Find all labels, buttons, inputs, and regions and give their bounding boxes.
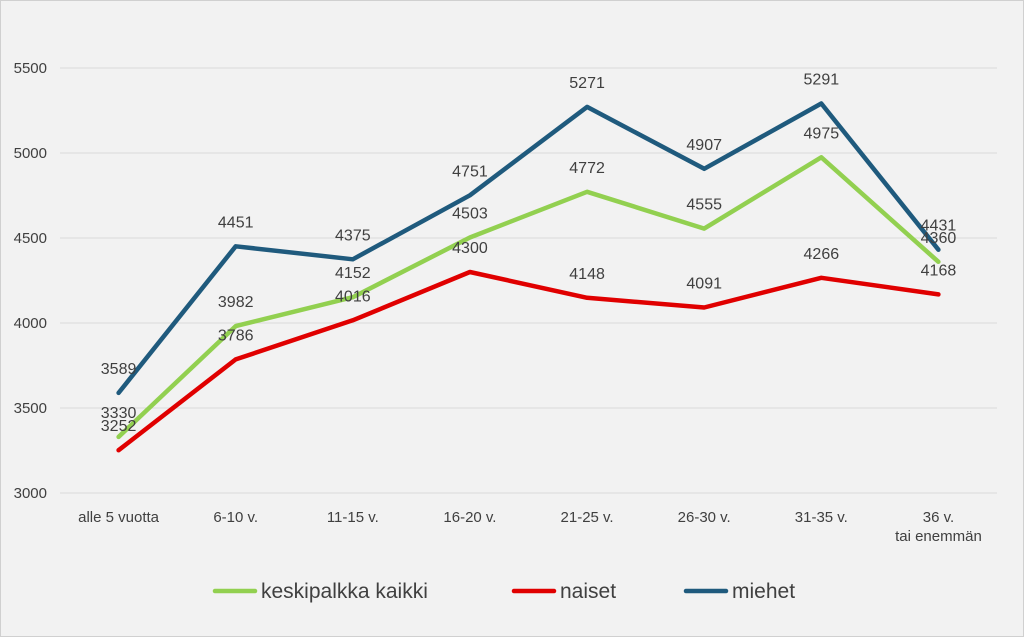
data-label: 4152	[335, 265, 371, 282]
legend-item: naiset	[511, 580, 616, 603]
x-axis-ticks: alle 5 vuotta 6-10 v. 11-15 v. 16-20 v. 21-2…	[78, 509, 982, 545]
x-tick-label: 11-15 v.	[327, 509, 379, 526]
data-label: 3589	[101, 361, 137, 378]
data-label: 4772	[569, 160, 605, 177]
data-label: 4091	[686, 276, 722, 293]
data-label: 4360	[921, 230, 957, 247]
legend-label: keskipalkka kaikki	[261, 580, 428, 603]
y-tick-label: 5000	[14, 145, 47, 162]
x-tick-label: 26-30 v.	[678, 509, 731, 526]
x-tick-label: 16-20 v.	[443, 509, 496, 526]
x-tick-label: alle 5 vuotta	[78, 509, 160, 526]
legend: keskipalkka kaikki naiset miehet	[212, 580, 795, 603]
data-label: 4503	[452, 205, 488, 222]
y-tick-label: 4000	[14, 315, 47, 332]
y-tick-label: 4500	[14, 230, 47, 247]
series-line-2	[116, 101, 941, 396]
data-label: 4148	[569, 266, 605, 283]
series-line-1	[116, 269, 941, 453]
x-tick-label: 36 v. tai enemmän	[895, 509, 982, 545]
data-label: 4751	[452, 163, 488, 180]
data-label: 3252	[101, 418, 137, 435]
data-label: 5271	[569, 75, 605, 92]
data-label: 4907	[686, 137, 722, 154]
data-label: 4975	[804, 125, 840, 142]
data-label: 5291	[804, 72, 840, 89]
y-tick-label: 3000	[14, 485, 47, 502]
data-label: 4451	[218, 214, 254, 231]
data-label: 4431	[921, 218, 957, 235]
legend-label: miehet	[732, 580, 795, 603]
data-label: 4555	[686, 197, 722, 214]
data-label: 3982	[218, 294, 254, 311]
data-label: 3330	[101, 405, 137, 422]
x-tick-label: 21-25 v.	[561, 509, 614, 526]
legend-label: naiset	[560, 580, 616, 603]
x-tick-label: 31-35 v.	[795, 509, 848, 526]
data-label: 3786	[218, 327, 254, 344]
y-tick-label: 3500	[14, 400, 47, 417]
series-line-0	[116, 155, 941, 440]
y-tick-label: 5500	[14, 60, 47, 77]
data-label: 4375	[335, 227, 371, 244]
data-label: 4266	[804, 246, 840, 263]
data-labels: 3330 3982 4152 4503 4772 4555 4975 4360 3252 3786…	[101, 72, 957, 436]
y-axis-ticks: 3000 3500 4000 4500 5000 5500	[14, 60, 47, 502]
data-label: 4168	[921, 262, 957, 279]
series-lines	[116, 101, 941, 453]
data-label: 4300	[452, 240, 488, 257]
legend-item: miehet	[683, 580, 795, 603]
data-label: 4016	[335, 288, 371, 305]
gridlines	[60, 67, 997, 494]
legend-item: keskipalkka kaikki	[212, 580, 428, 603]
x-tick-label: 6-10 v.	[213, 509, 258, 526]
